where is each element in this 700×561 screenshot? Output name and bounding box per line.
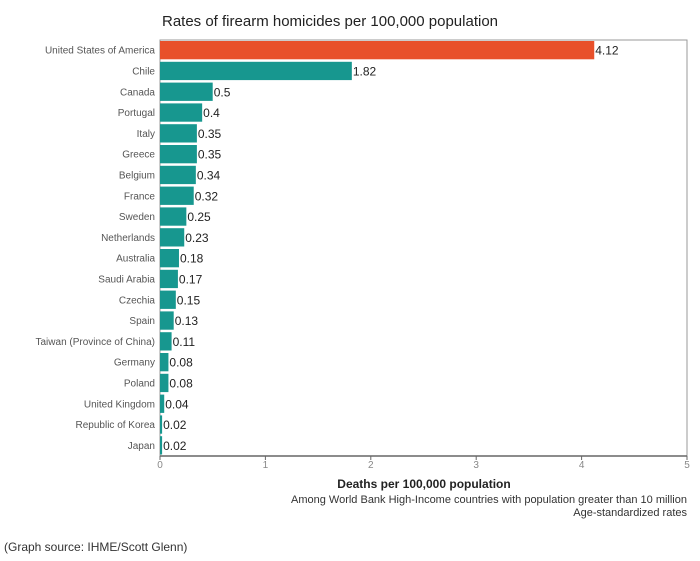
bar: [160, 249, 179, 268]
bar-chart: Rates of firearm homicides per 100,000 p…: [36, 13, 691, 519]
category-label: Saudi Arabia: [98, 274, 155, 285]
x-tick-label: 1: [263, 460, 269, 471]
bar: [160, 436, 163, 455]
plot-frame: [159, 39, 688, 457]
bar: [160, 353, 169, 372]
category-label: Japan: [128, 441, 155, 452]
category-label: Chile: [132, 66, 155, 77]
bar: [160, 332, 172, 351]
bar: [160, 82, 213, 101]
x-tick-label: 5: [684, 460, 690, 471]
bar: [160, 41, 595, 60]
value-label: 0.25: [187, 210, 211, 224]
bar: [160, 290, 176, 309]
bar: [160, 145, 197, 164]
value-label: 1.82: [353, 64, 377, 78]
value-label: 0.02: [163, 418, 187, 432]
graph-source: (Graph source: IHME/Scott Glenn): [4, 540, 188, 554]
value-label: 0.08: [169, 376, 193, 390]
bar: [160, 186, 194, 205]
category-label: Sweden: [119, 212, 155, 223]
value-label: 0.13: [175, 314, 199, 328]
value-label: 0.04: [165, 397, 189, 411]
bar: [160, 207, 187, 226]
value-label: 0.11: [173, 335, 196, 349]
value-label: 0.34: [197, 168, 221, 182]
bar: [160, 269, 178, 289]
value-label: 0.18: [180, 252, 204, 266]
category-label: Greece: [122, 150, 155, 161]
value-label: 0.23: [185, 231, 209, 245]
category-label: Republic of Korea: [76, 420, 156, 431]
chart-note: Age-standardized rates: [573, 507, 687, 519]
category-label: Australia: [116, 254, 155, 265]
value-label: 0.5: [214, 85, 231, 99]
category-label: Netherlands: [101, 233, 155, 244]
bar: [160, 228, 185, 247]
bar: [160, 61, 352, 81]
bar: [160, 311, 174, 330]
chart-note: Among World Bank High-Income countries w…: [291, 494, 687, 506]
value-label: 0.08: [169, 356, 193, 370]
value-label: 0.4: [203, 106, 220, 120]
category-label: United Kingdom: [84, 399, 155, 410]
x-tick-label: 2: [368, 460, 374, 471]
category-label: Canada: [120, 87, 155, 98]
category-label: United States of America: [45, 46, 155, 57]
value-label: 0.35: [198, 127, 222, 141]
bar: [160, 103, 203, 122]
bar: [160, 124, 197, 143]
value-label: 0.32: [195, 189, 219, 203]
value-label: 0.35: [198, 148, 222, 162]
chart-title: Rates of firearm homicides per 100,000 p…: [162, 13, 498, 30]
x-tick-label: 3: [473, 460, 479, 471]
category-label: Poland: [124, 378, 155, 389]
category-label: France: [124, 191, 156, 202]
bar: [160, 165, 196, 185]
category-label: Spain: [129, 316, 155, 327]
value-label: 0.02: [163, 439, 187, 453]
x-axis-label: Deaths per 100,000 population: [337, 477, 510, 491]
category-label: Belgium: [119, 170, 155, 181]
category-label: Portugal: [118, 108, 155, 119]
category-label: Czechia: [119, 295, 156, 306]
category-label: Italy: [137, 129, 155, 140]
value-label: 4.12: [595, 44, 619, 58]
x-tick-label: 0: [157, 460, 163, 471]
bar: [160, 415, 163, 434]
value-label: 0.17: [179, 272, 203, 286]
category-label: Taiwan (Province of China): [36, 337, 156, 348]
x-tick-label: 4: [579, 460, 585, 471]
bar: [160, 373, 169, 393]
bar: [160, 394, 165, 413]
category-label: Germany: [114, 358, 155, 369]
value-label: 0.15: [177, 293, 201, 307]
